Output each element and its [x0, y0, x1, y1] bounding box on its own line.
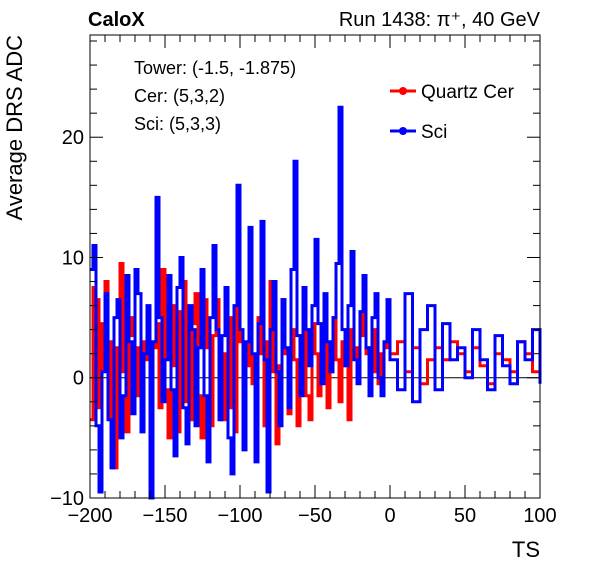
legend-marker-cer — [399, 87, 407, 95]
y-tick-label: −10 — [50, 488, 84, 510]
annotation-sci: Sci: (5,3,3) — [134, 114, 221, 134]
x-tick-label: −50 — [298, 505, 332, 527]
x-axis-label: TS — [512, 537, 540, 562]
series-line-sci — [90, 105, 542, 500]
x-tick-label: −150 — [142, 505, 187, 527]
legend: Quartz Cer Sci — [390, 82, 515, 143]
x-tick-label: −100 — [217, 505, 262, 527]
y-axis-label: Average DRS ADC — [2, 35, 27, 221]
x-tick-label: 100 — [523, 505, 556, 527]
y-tick-label: 20 — [62, 127, 84, 149]
legend-label-sci: Sci — [421, 122, 447, 143]
y-tick-label: 0 — [73, 368, 84, 390]
annotation-tower: Tower: (-1.5, -1.875) — [134, 58, 296, 78]
chart-title-left: CaloX — [88, 9, 145, 31]
legend-marker-sci — [399, 127, 407, 135]
axis-ticks — [89, 35, 541, 499]
x-tick-label: −200 — [67, 505, 112, 527]
annotation-cer: Cer: (5,3,2) — [134, 86, 225, 106]
x-tick-label: 0 — [384, 505, 395, 527]
series-lines — [90, 105, 542, 500]
x-tick-label: 50 — [454, 505, 476, 527]
y-tick-label: 10 — [62, 247, 84, 269]
legend-label-cer: Quartz Cer — [421, 82, 515, 103]
chart-title-right: Run 1438: π⁺, 40 GeV — [339, 9, 541, 31]
